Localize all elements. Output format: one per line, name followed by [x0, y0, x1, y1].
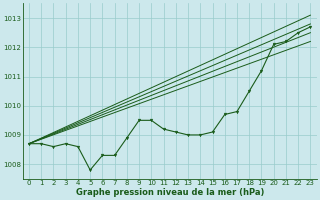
X-axis label: Graphe pression niveau de la mer (hPa): Graphe pression niveau de la mer (hPa) — [76, 188, 264, 197]
